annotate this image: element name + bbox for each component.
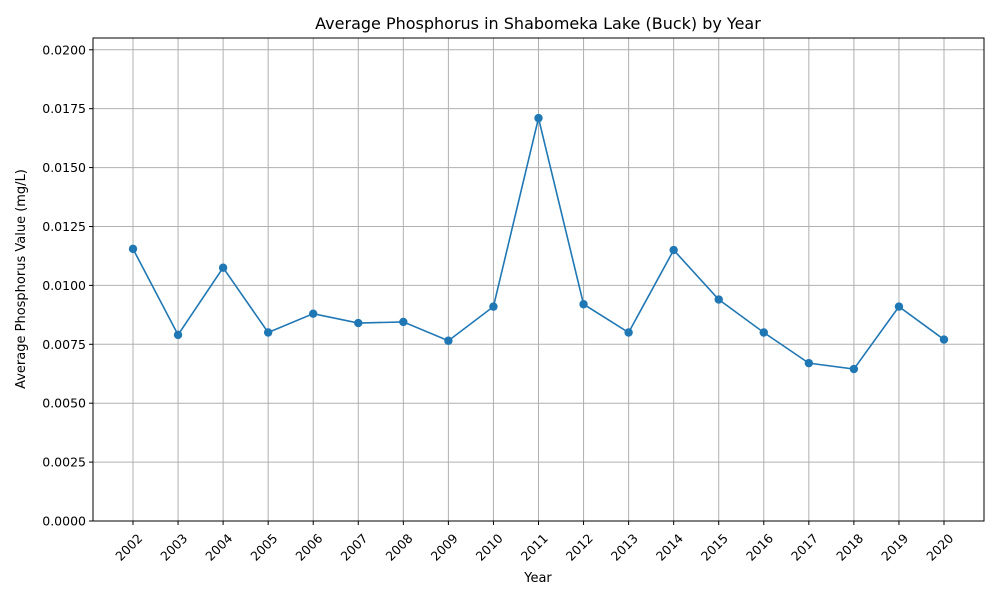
- x-axis-label: Year: [523, 571, 552, 586]
- x-tick-label: 2005: [247, 531, 280, 564]
- x-tick-label: 2018: [833, 531, 866, 564]
- data-point: [354, 318, 363, 328]
- x-tick-label: 2015: [698, 531, 731, 564]
- data-point: [714, 295, 723, 304]
- y-tick-label: 0.0200: [42, 42, 86, 57]
- data-point: [624, 328, 633, 337]
- data-point: [669, 245, 678, 255]
- data-point: [894, 302, 904, 311]
- data-point: [173, 330, 183, 340]
- x-tick-label: 2002: [112, 531, 145, 564]
- y-axis-label: Average Phosphorus Value (mg/L): [14, 169, 29, 389]
- data-point: [939, 335, 949, 344]
- x-tick-label: 2008: [383, 531, 416, 564]
- x-tick-label: 2011: [518, 531, 551, 564]
- x-tick-label: 2006: [292, 531, 325, 564]
- y-tick-label: 0.0000: [42, 514, 86, 529]
- y-tick-label: 0.0050: [42, 396, 86, 411]
- data-point: [399, 317, 408, 327]
- axis-ticks: [89, 49, 945, 525]
- data-point: [128, 244, 138, 254]
- data-point: [444, 336, 453, 345]
- x-tick-label: 2014: [653, 531, 686, 564]
- x-tick-label: 2019: [878, 531, 911, 564]
- plot-frame: [92, 37, 985, 522]
- x-axis-tick-labels: 2002 2003 2004 2005 2006 2007 2008 2009 2010 2011…: [112, 531, 956, 564]
- data-point: [804, 358, 814, 368]
- data-point: [534, 113, 543, 123]
- x-tick-label: 2013: [608, 531, 641, 564]
- x-tick-label: 2017: [788, 531, 821, 564]
- x-tick-label: 2012: [563, 531, 596, 564]
- x-tick-label: 2010: [473, 531, 506, 564]
- data-point: [309, 309, 318, 318]
- data-point: [218, 263, 228, 272]
- data-point: [849, 364, 859, 374]
- data-point: [579, 300, 588, 309]
- grid-lines: [93, 38, 984, 522]
- y-tick-label: 0.0100: [42, 278, 86, 293]
- x-tick-label: 2003: [157, 531, 190, 564]
- data-points: [128, 113, 949, 374]
- chart-title: Average Phosphorus in Shabomeka Lake (Bu…: [315, 14, 761, 33]
- y-tick-label: 0.0125: [42, 219, 86, 234]
- y-axis-tick-labels: 0.0000 0.0025 0.0050 0.0075 0.0100 0.0125 0.01…: [42, 42, 86, 528]
- y-tick-label: 0.0175: [42, 101, 86, 116]
- x-tick-label: 2016: [743, 531, 776, 564]
- y-tick-label: 0.0075: [42, 337, 86, 352]
- x-tick-label: 2004: [202, 531, 235, 564]
- data-point: [263, 328, 273, 337]
- x-tick-label: 2009: [428, 531, 461, 564]
- data-point: [759, 328, 768, 337]
- x-tick-label: 2007: [337, 531, 370, 564]
- data-point: [489, 302, 498, 311]
- y-tick-label: 0.0150: [42, 160, 86, 175]
- y-tick-label: 0.0025: [42, 455, 86, 470]
- x-tick-label: 2020: [923, 531, 956, 564]
